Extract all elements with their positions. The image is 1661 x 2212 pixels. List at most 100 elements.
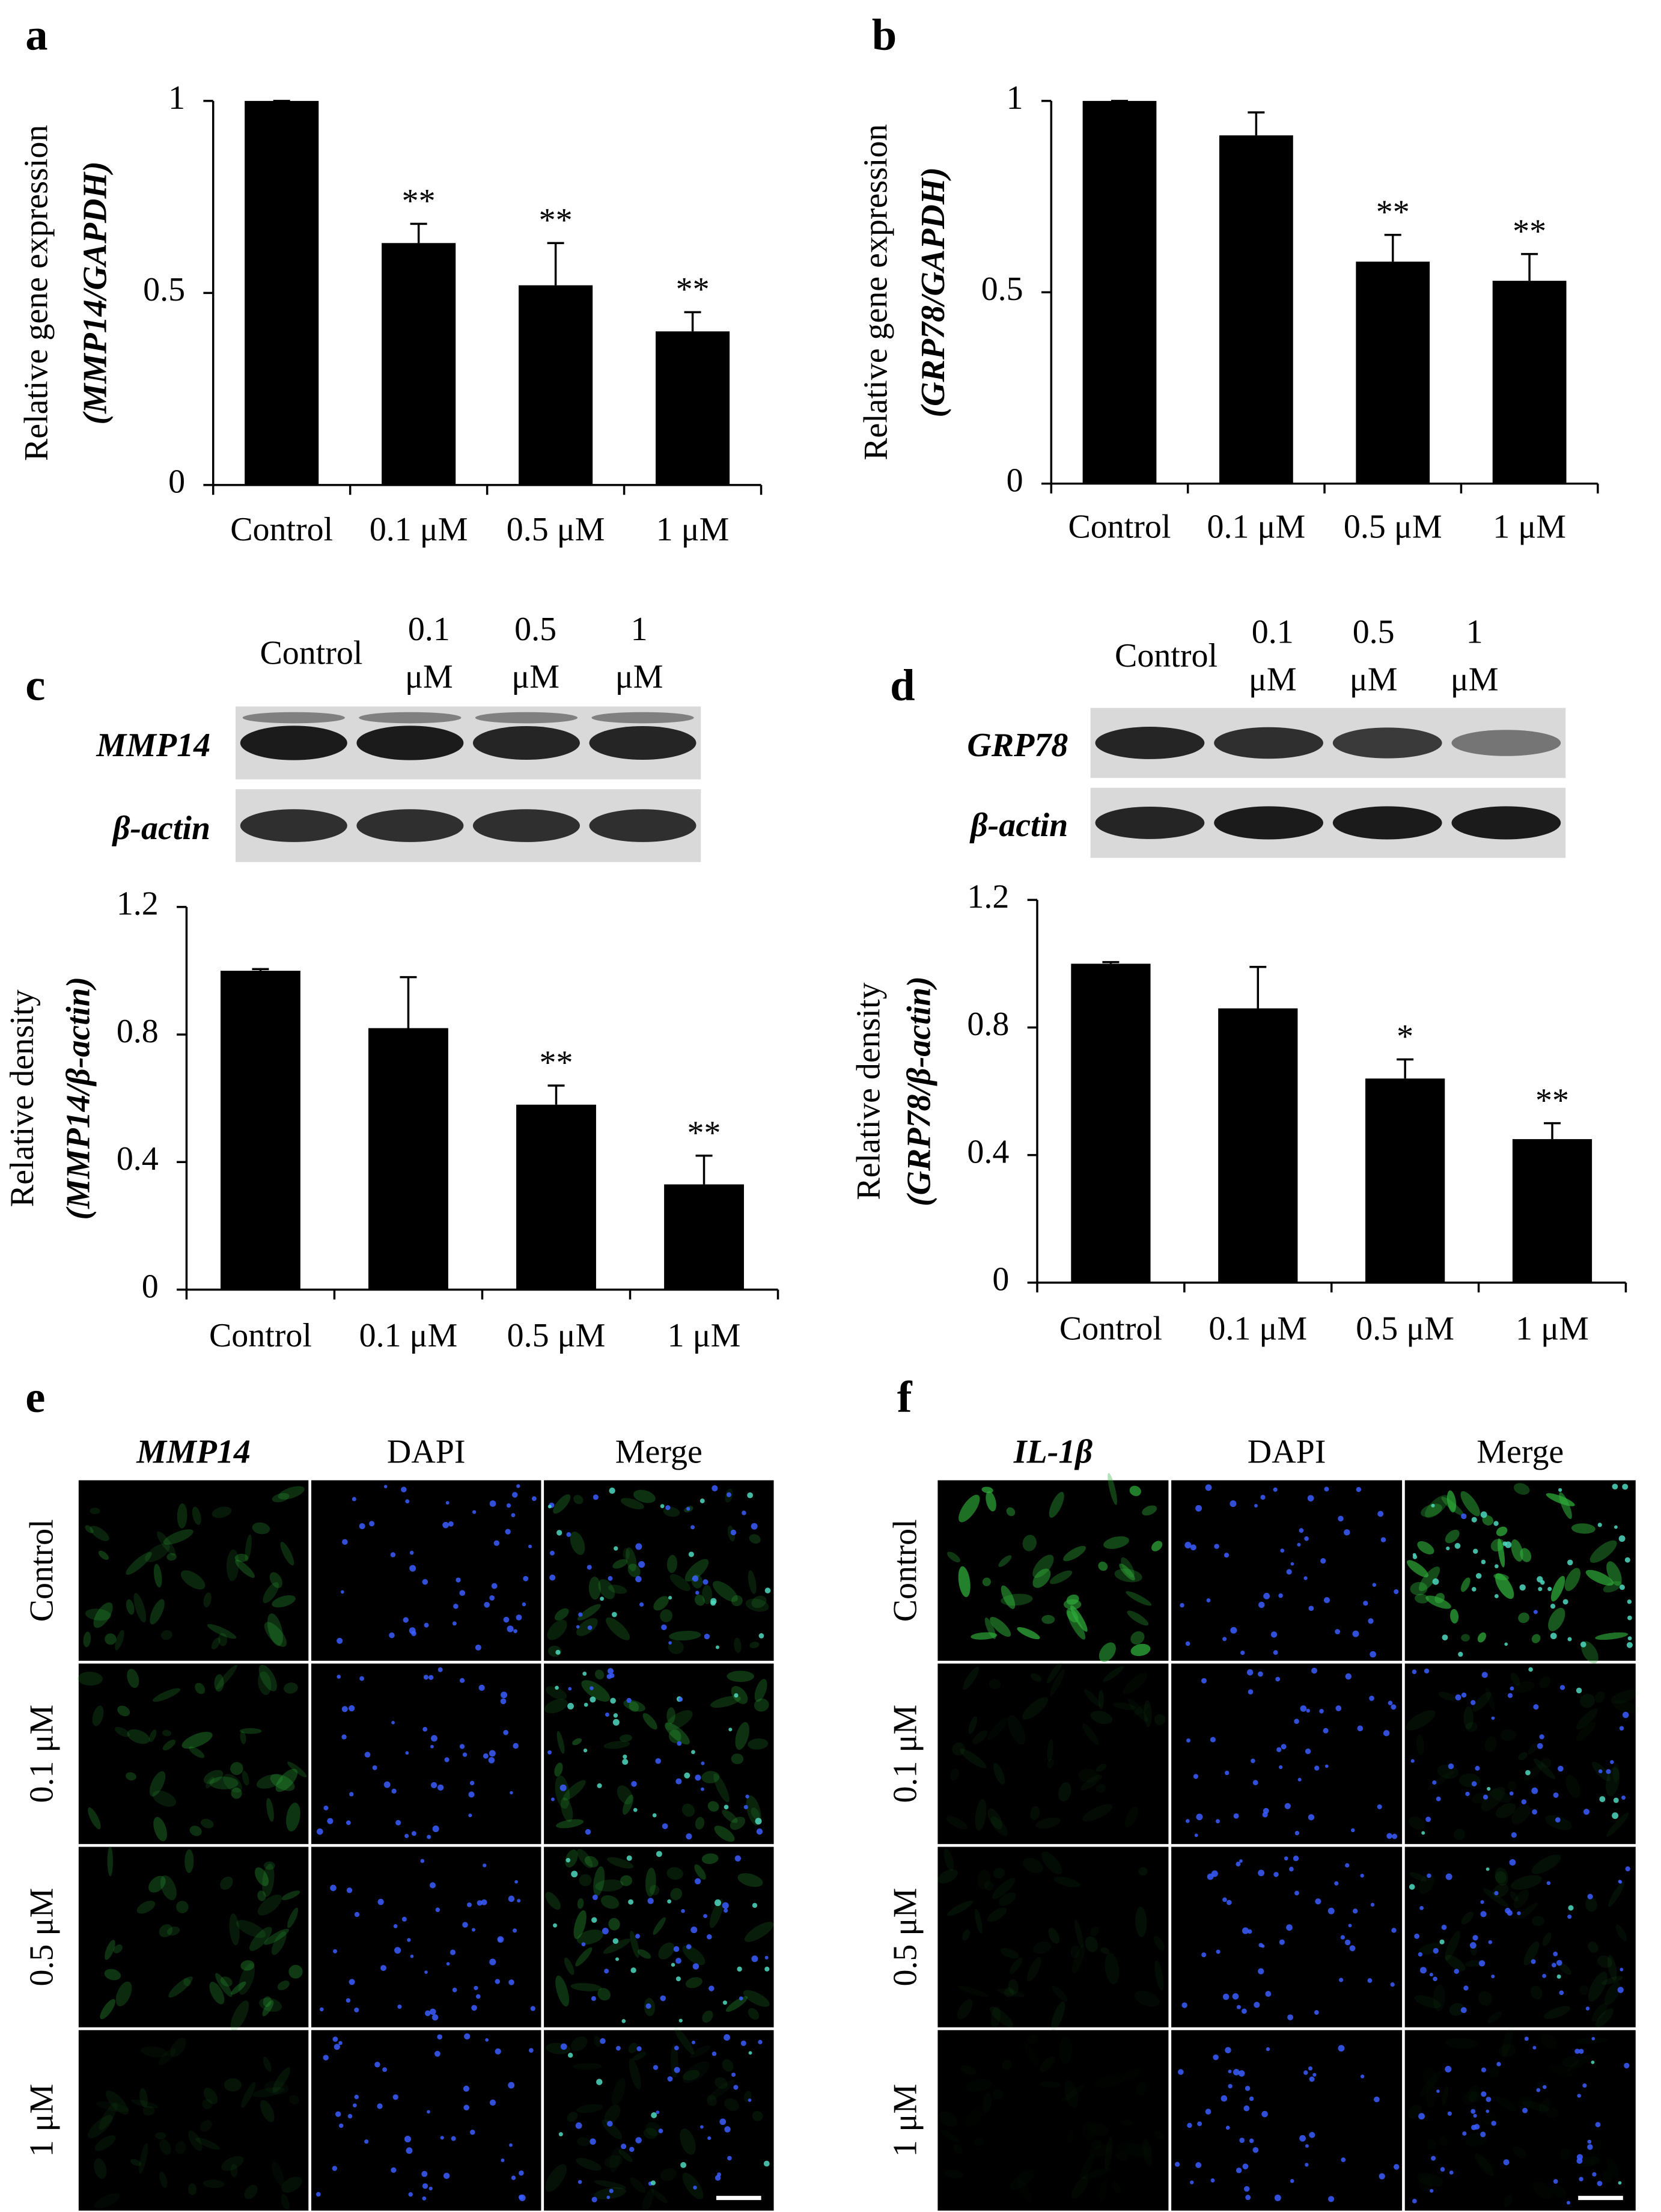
nucleus — [1260, 1494, 1266, 1500]
nucleus — [740, 2040, 746, 2046]
nucleus — [523, 1575, 529, 1581]
nucleus — [678, 2018, 683, 2023]
nucleus — [411, 1631, 416, 1636]
nucleus — [1481, 2091, 1487, 2097]
nucleus — [674, 2045, 679, 2051]
nucleus — [636, 2046, 642, 2052]
cell — [1126, 1591, 1152, 1606]
cell — [1096, 1783, 1106, 1793]
cell — [127, 1669, 139, 1688]
lane-label: 1 μM — [1451, 613, 1499, 698]
nucleus — [341, 1734, 347, 1740]
nucleus — [1263, 1592, 1270, 1599]
lane-label: 0.5 μM — [511, 611, 559, 695]
lane-label: 0.5 μM — [1350, 613, 1398, 698]
nucleus — [1324, 1764, 1329, 1768]
cell — [142, 2106, 155, 2116]
nucleus — [582, 1671, 587, 1676]
cell — [1082, 1804, 1113, 1822]
nucleus — [1392, 1833, 1398, 1839]
cell — [256, 1774, 283, 1789]
micrograph-bg — [1171, 1480, 1403, 1661]
nucleus — [424, 2010, 431, 2017]
cell — [1530, 1985, 1543, 2000]
nucleus — [1236, 2005, 1241, 2009]
cell — [187, 2183, 197, 2195]
nucleus — [712, 2051, 717, 2056]
cell — [77, 1672, 103, 1686]
lane-label-line: μM — [1350, 661, 1398, 698]
nucleus — [383, 1781, 391, 1788]
nucleus — [1335, 1629, 1341, 1634]
nucleus — [1528, 1667, 1533, 1672]
cell — [1085, 1936, 1098, 1952]
nucleus — [1319, 1709, 1324, 1714]
cell — [1090, 1711, 1113, 1725]
cell — [1047, 1739, 1053, 1762]
nucleus — [1369, 1696, 1374, 1701]
nucleus — [428, 1675, 434, 1680]
cell — [99, 2103, 118, 2130]
nucleus — [1487, 1786, 1491, 1791]
cell — [702, 1584, 713, 1604]
nucleus — [316, 1828, 323, 1835]
x-tick-label: 1 μM — [1493, 508, 1566, 545]
y-tick-label: 0 — [1007, 462, 1023, 499]
nucleus — [1309, 2076, 1315, 2082]
cell — [642, 2188, 654, 2212]
nucleus — [1472, 1935, 1478, 1941]
cell — [245, 1534, 252, 1562]
bar — [1356, 261, 1430, 484]
lane-label-line: μM — [1249, 661, 1297, 698]
bar — [382, 243, 456, 485]
cell — [544, 1699, 568, 1714]
nucleus — [656, 1851, 662, 1857]
nucleus — [1233, 2069, 1240, 2076]
cell — [200, 2119, 212, 2132]
micrograph — [1171, 1847, 1403, 2027]
nucleus — [1463, 1985, 1469, 1991]
blot-band — [1095, 727, 1205, 759]
cell — [682, 2172, 704, 2199]
nucleus — [456, 1577, 461, 1583]
bar — [1218, 1008, 1298, 1283]
cell — [1595, 1632, 1629, 1640]
cell — [1418, 1943, 1441, 1955]
cell — [751, 1807, 760, 1820]
nucleus — [1620, 1967, 1624, 1972]
cell — [1510, 1673, 1520, 1686]
cell — [735, 1722, 749, 1750]
cell — [1500, 1729, 1516, 1741]
y-tick-label: 1 — [168, 79, 185, 117]
nucleus — [346, 1820, 351, 1826]
cell — [554, 1762, 563, 1777]
nucleus — [1351, 1828, 1355, 1833]
cell — [1153, 1936, 1165, 1951]
micrograph — [937, 1473, 1169, 1662]
y-axis-label: (GRP78/GAPDH) — [915, 167, 952, 418]
nucleus — [604, 1969, 609, 1974]
nucleus — [349, 1792, 354, 1797]
nucleus — [1491, 1974, 1495, 1979]
nucleus — [606, 2195, 611, 2199]
nucleus — [722, 2000, 727, 2005]
nucleus — [1427, 1873, 1431, 1878]
nucleus — [605, 1712, 609, 1717]
cell — [608, 1584, 627, 1594]
cell — [977, 1869, 991, 1890]
blot-band — [591, 712, 694, 724]
nucleus — [1431, 2155, 1436, 2161]
bar — [1492, 281, 1567, 484]
micrograph-bg — [1404, 1480, 1636, 1661]
nucleus — [652, 1813, 657, 1818]
nucleus — [745, 1794, 749, 1798]
nucleus — [591, 1996, 596, 2001]
cell — [141, 2046, 168, 2058]
micrograph-bg — [311, 2030, 541, 2211]
cell — [188, 2130, 203, 2151]
cell — [159, 2171, 168, 2188]
nucleus — [1576, 2157, 1583, 2164]
nucleus — [709, 1985, 715, 1991]
cell — [993, 1868, 1005, 1879]
nucleus — [614, 1546, 618, 1551]
